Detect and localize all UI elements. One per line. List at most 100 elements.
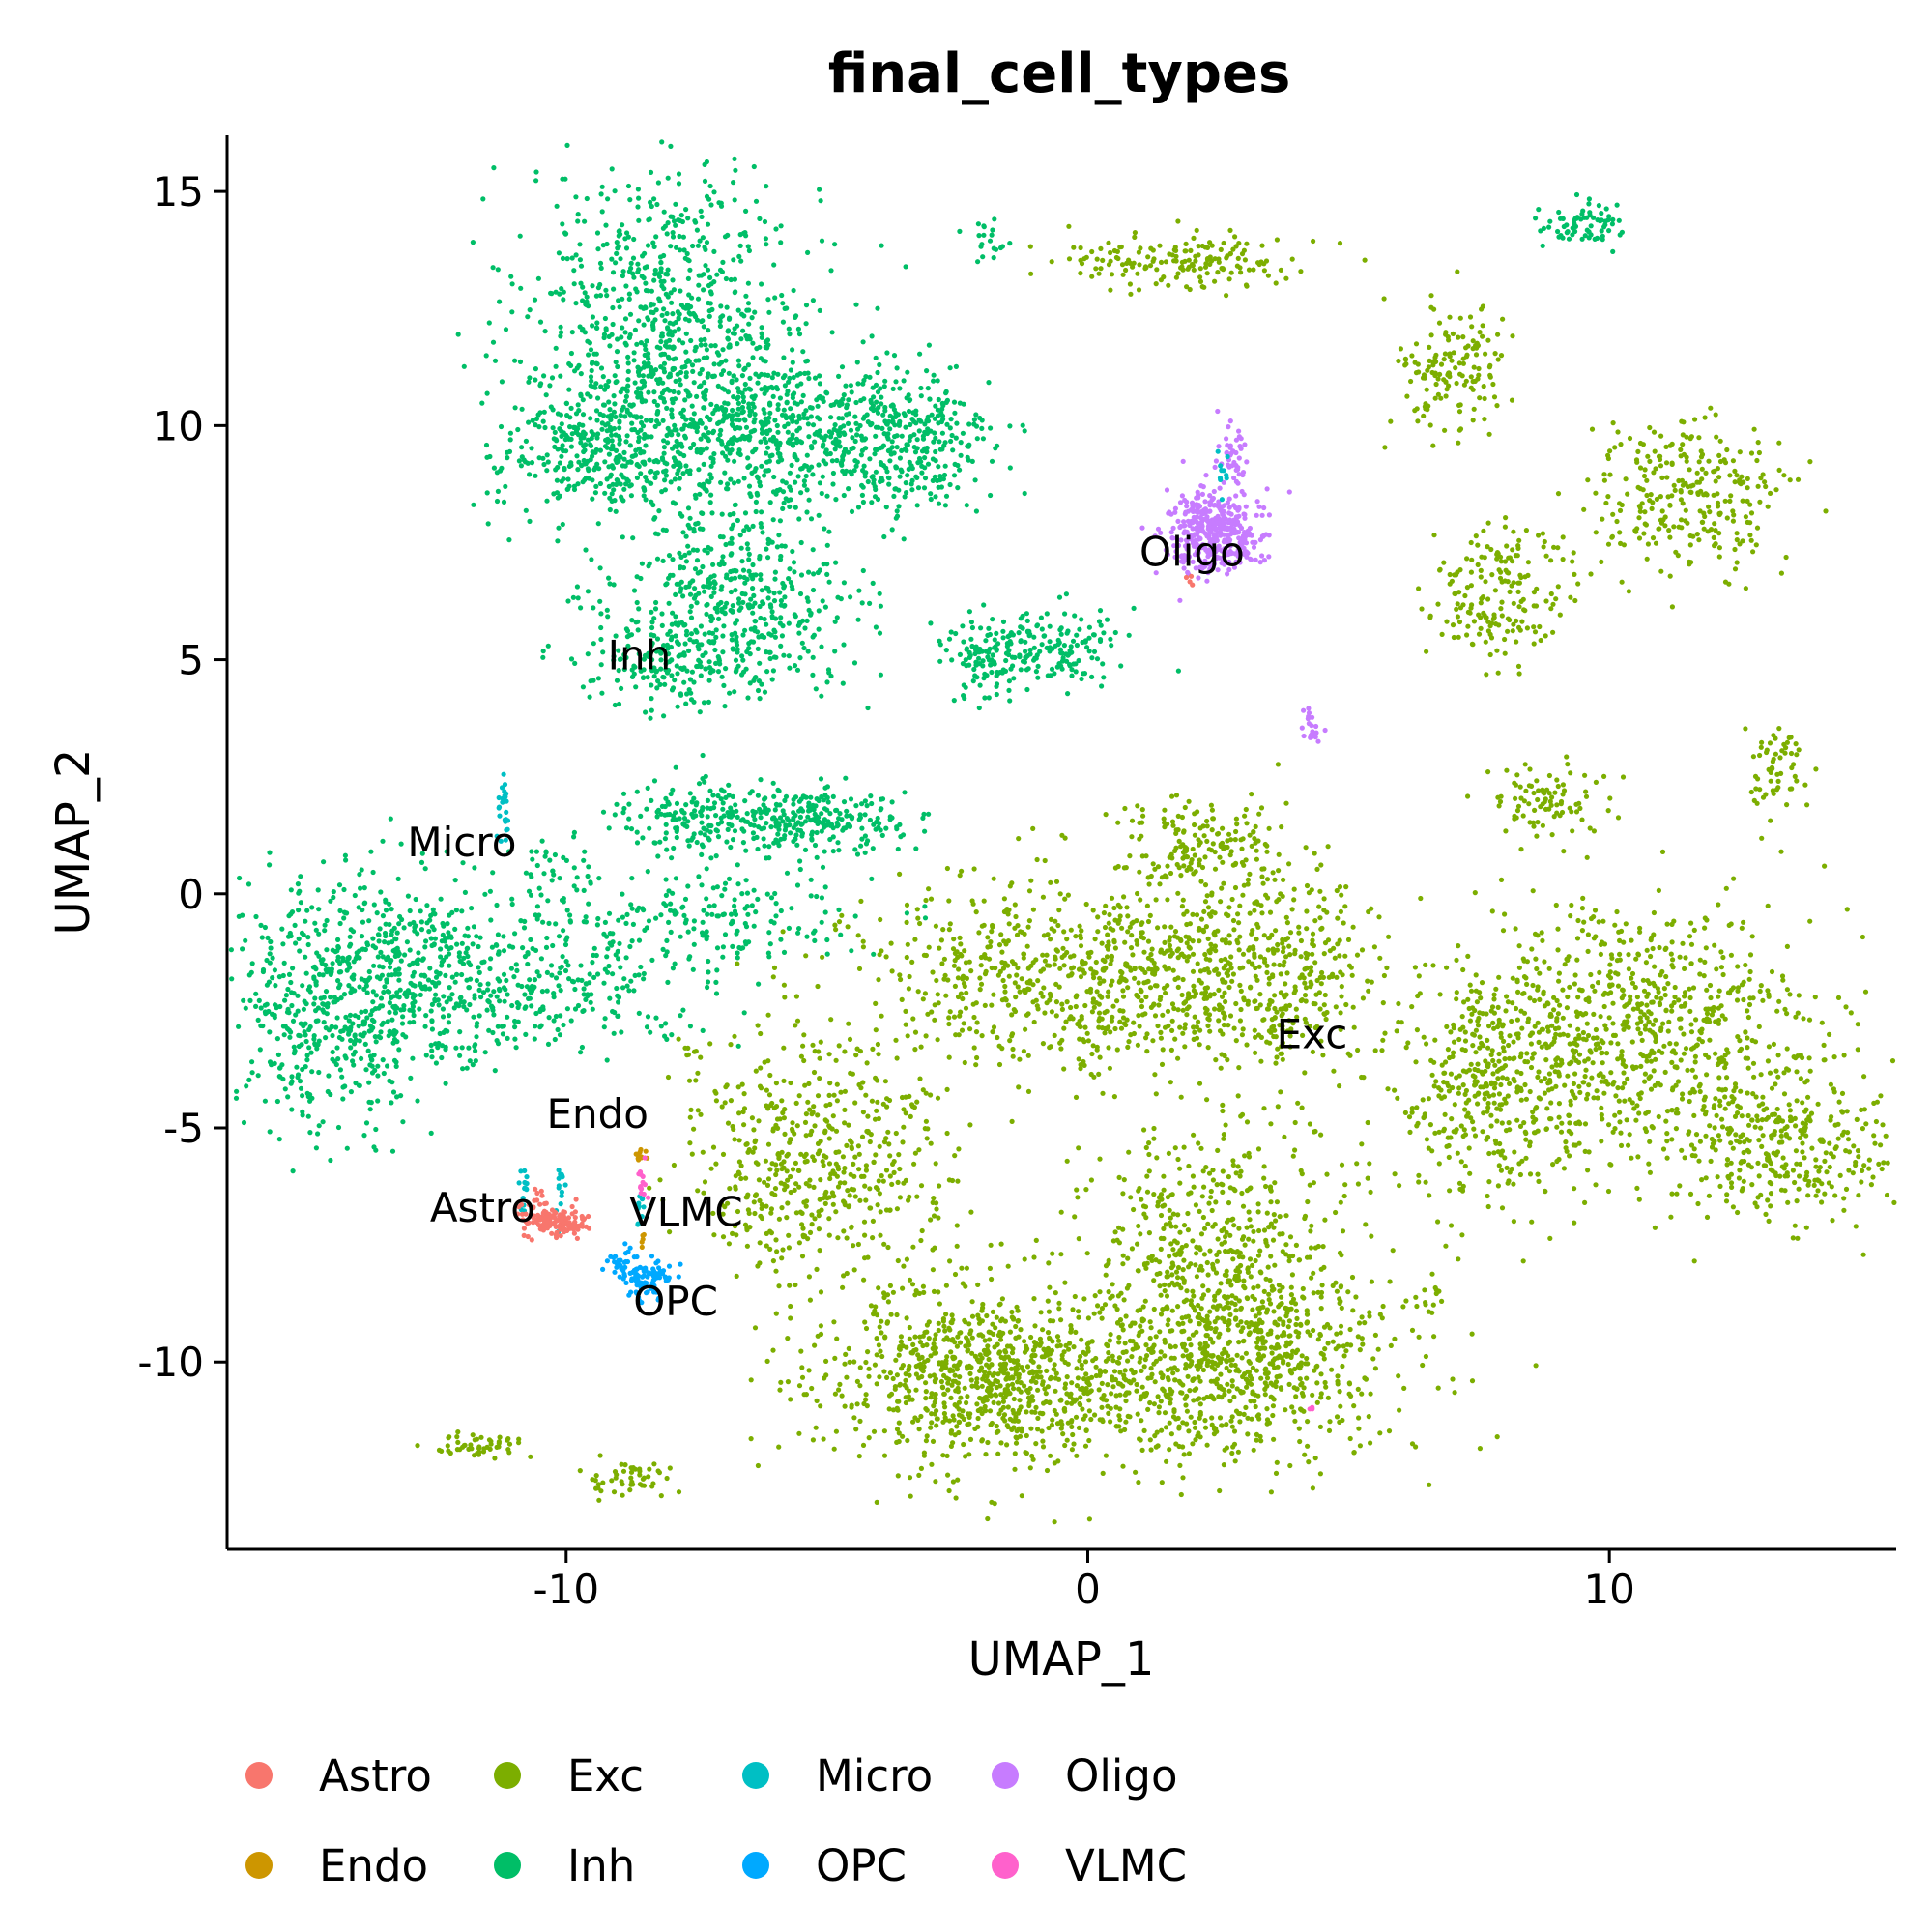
point-inh	[1000, 628, 1006, 634]
point-inh	[704, 347, 710, 353]
point-inh	[629, 876, 635, 881]
point-exc	[1178, 265, 1184, 271]
point-inh	[790, 347, 795, 353]
point-inh	[525, 314, 531, 320]
point-inh	[678, 213, 684, 218]
point-inh	[505, 1035, 510, 1041]
point-exc	[1494, 403, 1500, 409]
point-inh	[453, 971, 460, 978]
point-inh	[369, 1057, 375, 1063]
point-inh	[862, 812, 868, 818]
point-inh	[652, 272, 658, 277]
point-exc	[1382, 445, 1388, 450]
point-inh	[915, 460, 921, 466]
point-inh	[582, 849, 588, 854]
point-inh	[708, 667, 714, 673]
point-inh	[561, 297, 566, 303]
point-exc	[1476, 365, 1482, 372]
point-inh	[646, 389, 651, 395]
point-inh	[499, 465, 505, 471]
point-inh	[392, 1010, 399, 1016]
point-inh	[347, 1012, 354, 1018]
point-inh	[951, 698, 957, 704]
point-inh	[359, 1009, 364, 1015]
point-inh	[465, 934, 471, 939]
point-exc	[1207, 261, 1213, 267]
point-inh	[365, 1048, 371, 1053]
point-inh	[974, 436, 980, 442]
point-inh	[657, 376, 663, 382]
point-inh	[708, 281, 714, 287]
point-inh	[780, 319, 787, 325]
point-exc	[1106, 240, 1111, 245]
point-inh	[459, 940, 465, 946]
point-inh	[470, 240, 476, 245]
point-inh	[653, 307, 659, 313]
point-inh	[739, 373, 746, 379]
point-inh	[653, 234, 659, 240]
point-inh	[841, 423, 847, 429]
point-inh	[297, 888, 303, 894]
point-inh	[308, 1050, 314, 1055]
point-inh	[634, 599, 640, 606]
point-inh	[636, 606, 642, 612]
point-inh	[829, 330, 835, 335]
point-exc	[1446, 337, 1452, 343]
point-inh	[939, 430, 946, 436]
point-inh	[640, 253, 646, 259]
point-inh	[788, 497, 793, 503]
point-inh	[303, 1038, 309, 1045]
point-inh	[555, 447, 561, 452]
point-inh	[539, 838, 545, 844]
point-inh	[890, 403, 896, 409]
point-inh	[735, 386, 741, 391]
point-inh	[797, 858, 803, 864]
point-inh	[392, 1003, 398, 1009]
point-inh	[575, 481, 581, 487]
point-inh	[764, 621, 769, 627]
point-inh	[973, 412, 979, 418]
point-inh	[662, 318, 668, 324]
point-inh	[722, 704, 728, 709]
point-inh	[718, 371, 725, 377]
point-exc	[1207, 254, 1213, 260]
point-inh	[410, 1000, 416, 1006]
point-inh	[1603, 206, 1609, 212]
point-inh	[596, 466, 602, 472]
point-inh	[735, 1043, 741, 1049]
point-inh	[678, 464, 683, 470]
point-inh	[789, 462, 794, 468]
point-inh	[722, 604, 728, 610]
point-inh	[763, 344, 768, 351]
point-exc	[1408, 378, 1414, 385]
point-exc	[1119, 262, 1126, 268]
point-inh	[695, 243, 702, 248]
point-inh	[712, 343, 718, 349]
point-inh	[990, 652, 995, 658]
point-inh	[683, 207, 689, 213]
point-inh	[774, 802, 780, 808]
point-inh	[589, 429, 594, 435]
point-inh	[648, 1029, 653, 1035]
point-inh	[648, 169, 654, 175]
point-inh	[636, 267, 642, 273]
point-inh	[389, 907, 394, 912]
point-inh	[543, 944, 550, 951]
point-inh	[509, 901, 515, 908]
point-inh	[584, 195, 590, 202]
point-exc	[1435, 376, 1441, 382]
point-exc	[1106, 262, 1112, 268]
point-inh	[971, 421, 977, 427]
point-inh	[419, 986, 425, 992]
point-inh	[428, 1008, 434, 1014]
point-inh	[616, 298, 621, 303]
point-inh	[638, 340, 645, 346]
point-inh	[873, 433, 879, 439]
point-exc	[1433, 381, 1439, 388]
point-inh	[620, 222, 625, 228]
point-inh	[491, 989, 497, 995]
point-inh	[1072, 613, 1078, 619]
point-inh	[673, 222, 678, 228]
point-inh	[1536, 207, 1542, 213]
point-exc	[1482, 395, 1487, 402]
